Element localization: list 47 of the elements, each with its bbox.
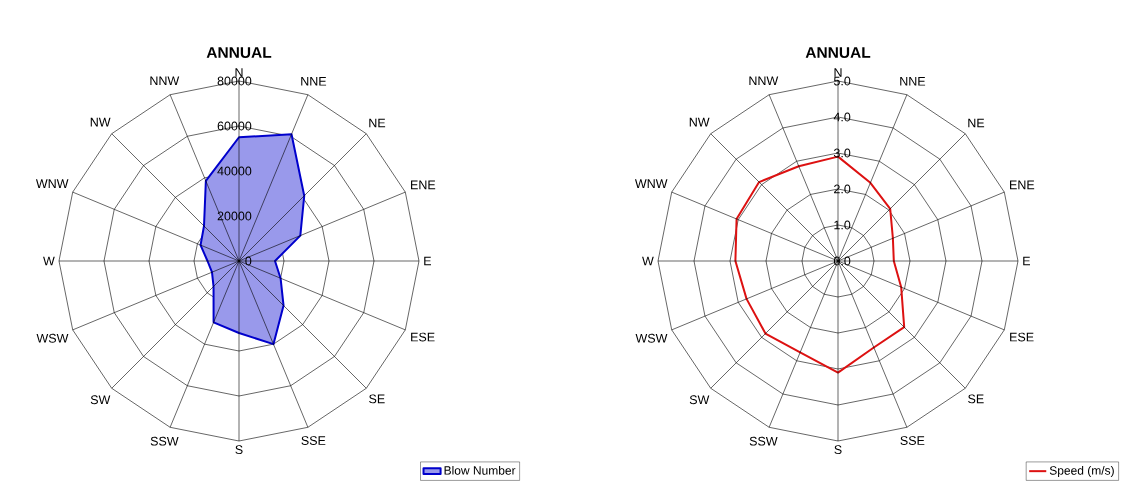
spoke-label: NE [369,118,386,128]
y-tick-label: 1.0 [834,220,851,230]
y-tick-label: 40000 [217,166,252,176]
y-tick-label: 2.0 [834,184,851,194]
spoke-label: E [424,256,431,266]
y-tick-label: 3.0 [833,148,851,158]
spoke-label: ESE [411,332,435,342]
spoke-label: NE [968,118,985,128]
spoke-label: WSW [635,333,668,343]
spoke-label: S [235,445,243,455]
spoke-label: SW [90,395,111,405]
spoke-label: W [43,256,55,266]
legend-label: Blow Number [444,465,516,475]
y-tick-label: 60000 [217,121,252,131]
spoke-label: ENE [411,180,436,190]
y-tick-label: 4.0 [833,112,851,122]
spoke-label: ESE [1010,332,1034,342]
spoke-label: NW [90,117,111,127]
spoke-label: NW [689,117,710,127]
y-tick-label: 5.0 [833,76,851,86]
spoke-label: SSW [749,436,778,446]
spoke-label: WSW [36,333,69,343]
spoke-label: W [642,256,654,266]
spoke-label: SSE [900,436,925,445]
spoke-label: WNW [35,179,69,188]
spoke-label: SE [369,394,385,404]
chart-title: ANNUAL [206,47,272,58]
y-tick-label: 0.0 [833,256,851,266]
spoke-label: SSE [301,436,326,445]
spoke-label: ENE [1010,180,1035,190]
spoke-label: SSW [150,436,179,446]
y-tick-label: 80000 [217,76,252,86]
spoke-label: S [834,445,842,455]
y-tick-label: 20000 [217,211,252,221]
spoke-label: SE [968,394,984,404]
spoke-label: N [235,68,243,77]
spoke-label: NNW [749,76,779,85]
legend-label: Speed (m/s) [1049,465,1114,478]
spoke-label: NNW [150,76,180,85]
chart-title: ANNUAL [805,47,871,58]
spoke-label: WNW [634,179,668,188]
spoke-label: NNE [301,77,327,86]
spoke-label: N [834,68,842,77]
spoke-label: SW [689,395,710,405]
spoke-label: E [1023,256,1030,266]
spoke-label: NNE [900,77,926,86]
y-tick-label: 0 [245,256,252,266]
